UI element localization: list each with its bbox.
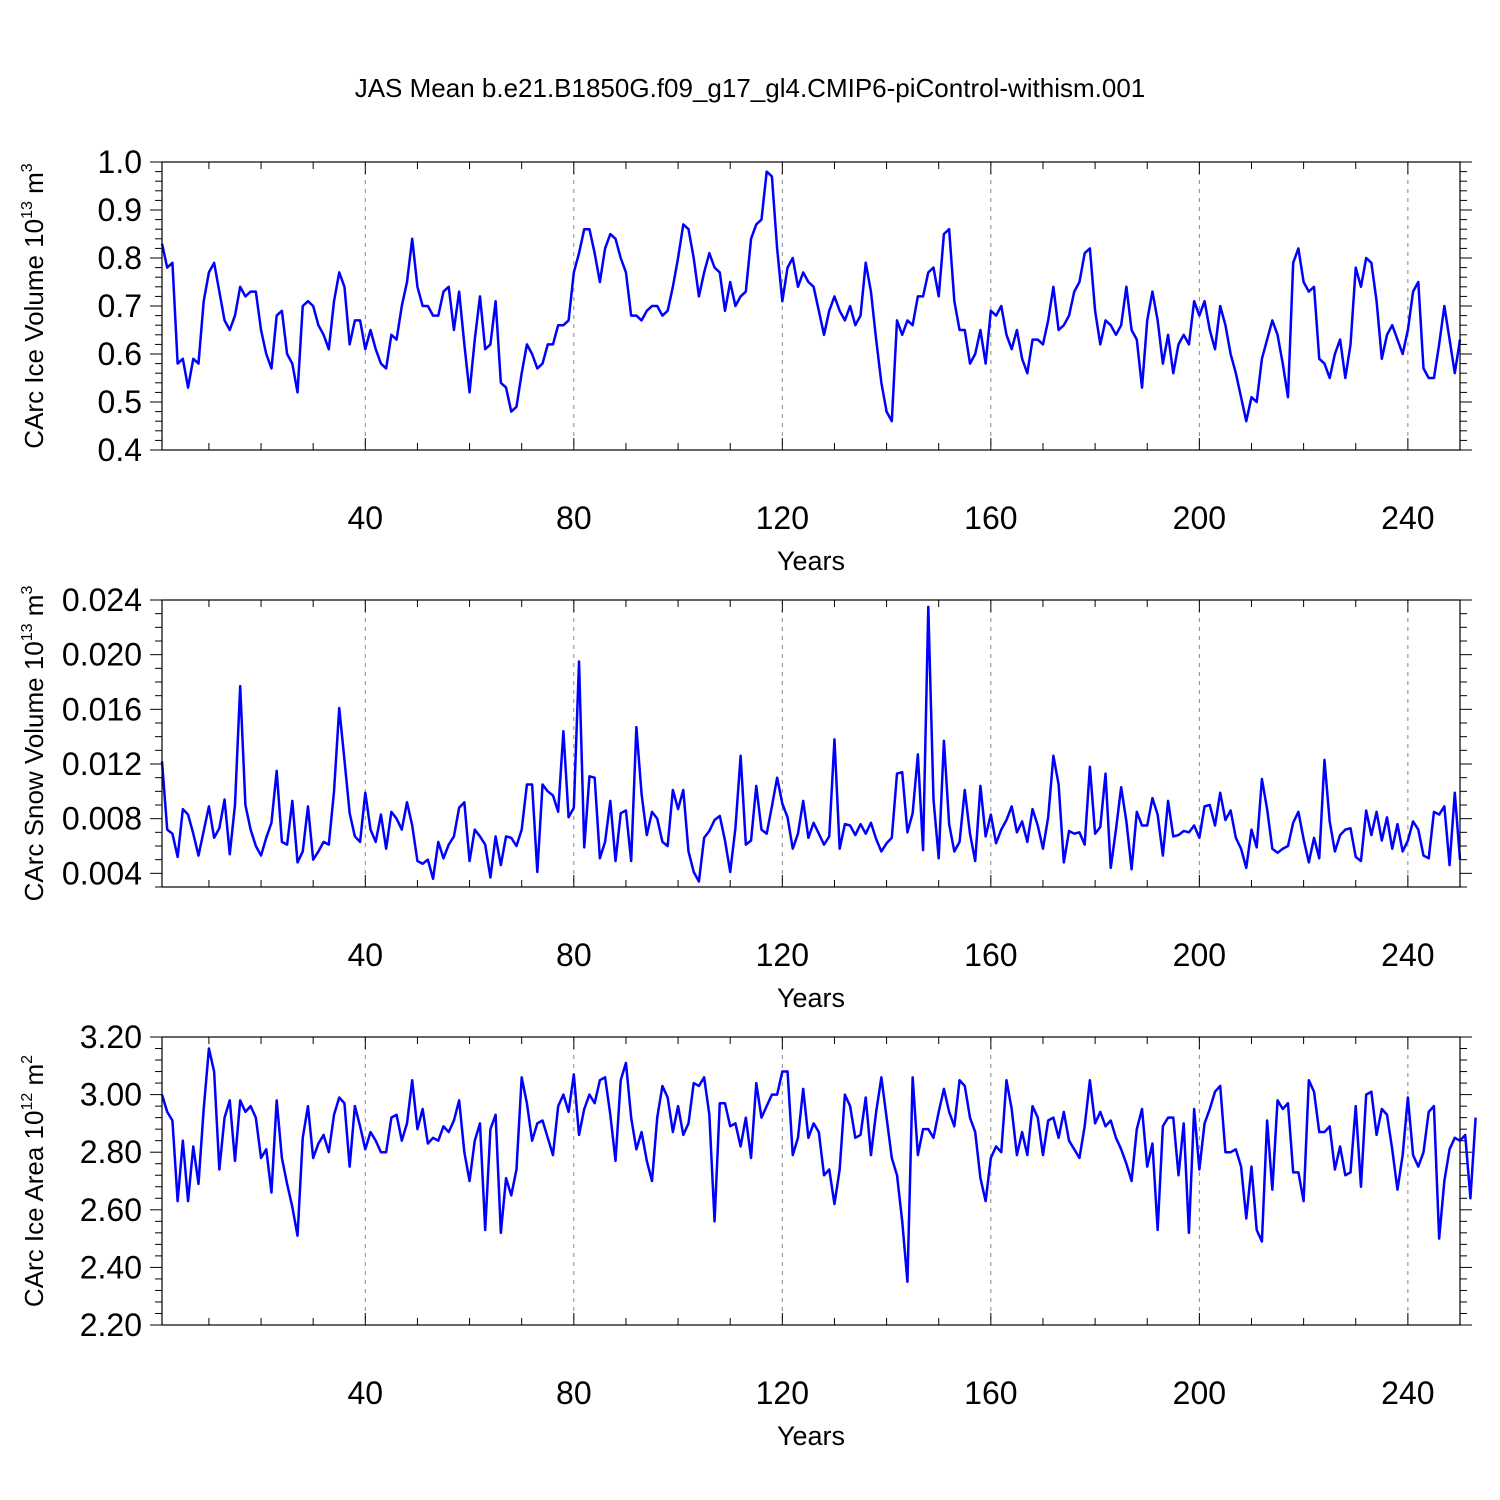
x-tick-label: 160	[964, 937, 1017, 973]
y-axis-label-unit: m	[19, 1064, 49, 1093]
x-tick-label: 200	[1173, 1375, 1226, 1411]
x-tick-label: 40	[348, 1375, 384, 1411]
y-tick-label: 2.40	[80, 1249, 142, 1285]
series-line	[160, 1047, 1477, 1284]
x-tick-label: 240	[1381, 937, 1434, 973]
plot-frame	[161, 599, 1461, 888]
y-tick-label: 2.60	[80, 1192, 142, 1228]
x-tick-label: 200	[1173, 500, 1226, 536]
y-tick-label: 0.016	[62, 691, 142, 727]
y-axis-label-exponent: 13	[19, 623, 36, 641]
y-tick-label: 0.6	[98, 336, 142, 372]
y-axis-label: CArc Ice Volume 1013 m3	[19, 163, 49, 448]
y-tick-label: 1.0	[98, 144, 142, 180]
y-tick-label: 0.8	[98, 240, 142, 276]
y-axis-label-exponent: 12	[19, 1093, 36, 1111]
y-tick-label: 0.5	[98, 384, 142, 420]
x-tick-label: 40	[348, 500, 384, 536]
y-axis-label-exponent: 13	[19, 201, 36, 219]
y-axis-label-text: CArc Ice Volume 10	[19, 219, 49, 449]
chart-panels: 0.40.50.60.70.80.91.040 80 120 160 200 240Yea…	[19, 144, 1477, 1451]
y-axis-label-unit-exponent: 3	[19, 163, 36, 172]
y-tick-label: 3.20	[80, 1019, 142, 1055]
y-tick-label: 0.024	[62, 582, 142, 618]
series-line	[160, 170, 1462, 423]
plot-frame	[161, 161, 1461, 451]
x-tick-label: 80	[556, 937, 592, 973]
x-tick-label: 40	[348, 937, 384, 973]
y-axis-label: CArc Ice Area 1012 m2	[19, 1055, 49, 1307]
y-tick-label: 3.00	[80, 1077, 142, 1113]
y-axis-label-unit-exponent: 3	[19, 586, 36, 595]
panel-3: 2.20 2.40 2.60 2.80 3.00 3.20 40 80 120 160 200 240…	[19, 1019, 1477, 1451]
x-tick-label: 120	[756, 1375, 809, 1411]
y-tick-label: 0.020	[62, 637, 142, 673]
panel-1: 0.4 0.5 0.6 0.7 0.8 0.9 1.0 40 80 120 160 200 240 Yea…	[19, 144, 1472, 576]
x-tick-label: 160	[964, 500, 1017, 536]
y-axis-label-unit: m	[19, 172, 49, 201]
x-tick-label: 80	[556, 1375, 592, 1411]
y-axis-label-text: CArc Snow Volume 10	[19, 641, 49, 901]
panel-2: 0.004 0.008 0.012 0.016 0.020 0.024 40 80 120 160…	[19, 582, 1472, 1013]
y-tick-label: 2.20	[80, 1307, 142, 1343]
y-tick-label: 0.012	[62, 746, 142, 782]
y-tick-label: 2.80	[80, 1134, 142, 1170]
plot-frame	[161, 1036, 1461, 1326]
y-axis-label-unit: m	[19, 595, 49, 624]
x-tick-label: 240	[1381, 1375, 1434, 1411]
y-axis-label: CArc Snow Volume 1013 m3	[19, 586, 49, 902]
series-line	[160, 605, 1462, 883]
x-tick-label: 120	[756, 937, 809, 973]
x-axis-label: Years	[777, 983, 845, 1013]
y-tick-label: 0.008	[62, 801, 142, 837]
x-tick-label: 160	[964, 1375, 1017, 1411]
x-tick-label: 120	[756, 500, 809, 536]
x-axis-label: Years	[777, 1421, 845, 1451]
y-axis-label-text: CArc Ice Area 10	[19, 1111, 49, 1308]
chart-title: JAS Mean b.e21.B1850G.f09_g17_gl4.CMIP6-…	[355, 73, 1146, 103]
y-axis-label-unit-exponent: 2	[19, 1055, 36, 1064]
x-tick-label: 240	[1381, 500, 1434, 536]
y-tick-label: 0.7	[98, 288, 142, 324]
x-tick-label: 80	[556, 500, 592, 536]
y-tick-label: 0.004	[62, 855, 142, 891]
x-tick-label: 200	[1173, 937, 1226, 973]
x-axis-label: Years	[777, 546, 845, 576]
y-tick-label: 0.4	[98, 432, 142, 468]
y-tick-label: 0.9	[98, 192, 142, 228]
